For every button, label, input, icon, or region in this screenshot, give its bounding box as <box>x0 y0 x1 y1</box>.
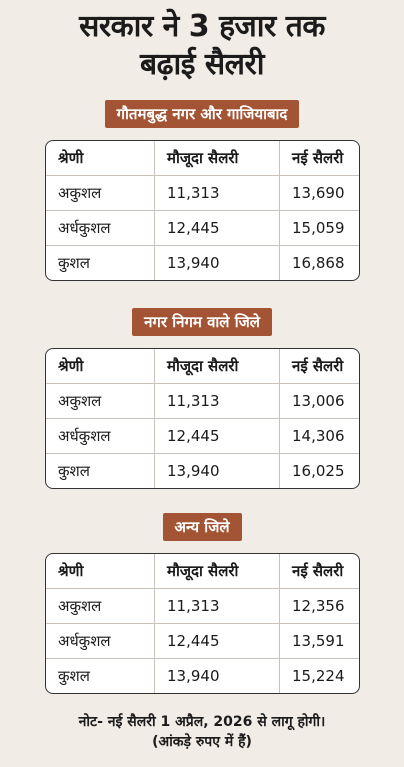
cell-category: कुशल <box>46 454 155 488</box>
cell-category: अकुशल <box>46 384 155 419</box>
cell-category: कुशल <box>46 246 155 280</box>
col-new-salary: नई सैलरी <box>280 141 359 176</box>
col-category: श्रेणी <box>46 141 155 176</box>
headline-line-2: बढ़ाई सैलरी <box>139 47 265 82</box>
headline-line-1: सरकार ने 3 हजार तक <box>79 9 325 44</box>
cell-current: 13,940 <box>155 454 280 488</box>
section-municipal-districts: नगर निगम वाले जिले <box>0 308 404 336</box>
table-header-row: श्रेणी मौजूदा सैलरी नई सैलरी <box>46 141 359 176</box>
col-new-salary: नई सैलरी <box>280 554 359 589</box>
cell-new: 13,006 <box>280 384 359 419</box>
col-new-salary: नई सैलरी <box>280 349 359 384</box>
table-header-row: श्रेणी मौजूदा सैलरी नई सैलरी <box>46 554 359 589</box>
section-tag: अन्य जिले <box>162 513 242 541</box>
section-gautam-buddh-nagar: गौतमबुद्ध नगर और गाजियाबाद <box>0 100 404 128</box>
cell-category: कुशल <box>46 659 155 693</box>
table-row: अकुशल 11,313 13,690 <box>46 176 359 211</box>
headline: सरकार ने 3 हजार तक बढ़ाई सैलरी <box>0 0 404 84</box>
cell-current: 13,940 <box>155 659 280 693</box>
cell-category: अर्धकुशल <box>46 419 155 454</box>
footnote-line-2: (आंकड़े रुपए में हैं) <box>152 734 252 750</box>
table-row: कुशल 13,940 16,025 <box>46 454 359 488</box>
salary-table-2: श्रेणी मौजूदा सैलरी नई सैलरी अकुशल 11,31… <box>45 348 360 489</box>
col-current-salary: मौजूदा सैलरी <box>155 554 280 589</box>
cell-new: 12,356 <box>280 589 359 624</box>
table-row: कुशल 13,940 15,224 <box>46 659 359 693</box>
cell-new: 16,025 <box>292 462 345 480</box>
cell-new: 14,306 <box>280 419 359 454</box>
cell-new: 13,591 <box>280 624 359 659</box>
cell-category: अर्धकुशल <box>46 624 155 659</box>
col-current-salary: मौजूदा सैलरी <box>155 141 280 176</box>
table-row: अर्धकुशल 12,445 14,306 <box>46 419 359 454</box>
table-header-row: श्रेणी मौजूदा सैलरी नई सैलरी <box>46 349 359 384</box>
cell-current: 11,313 <box>155 589 280 624</box>
footnote-line-1: नोट- नई सैलरी 1 अप्रैल, 2026 से लागू होग… <box>78 714 326 730</box>
col-category: श्रेणी <box>46 554 155 589</box>
cell-current: 13,940 <box>155 246 280 280</box>
table-row: अकुशल 11,313 13,006 <box>46 384 359 419</box>
cell-new: 15,224 <box>292 667 345 685</box>
cell-new: 16,868 <box>292 254 345 272</box>
table-row: अकुशल 11,313 12,356 <box>46 589 359 624</box>
salary-table-3: श्रेणी मौजूदा सैलरी नई सैलरी अकुशल 11,31… <box>45 553 360 694</box>
salary-table-1: श्रेणी मौजूदा सैलरी नई सैलरी अकुशल 11,31… <box>45 140 360 281</box>
cell-current: 12,445 <box>155 211 280 246</box>
col-category: श्रेणी <box>46 349 155 384</box>
section-tag: गौतमबुद्ध नगर और गाजियाबाद <box>104 100 300 128</box>
table-row: अर्धकुशल 12,445 13,591 <box>46 624 359 659</box>
col-current-salary: मौजूदा सैलरी <box>155 349 280 384</box>
section-other-districts: अन्य जिले <box>0 513 404 541</box>
cell-new: 15,059 <box>280 211 359 246</box>
cell-category: अर्धकुशल <box>46 211 155 246</box>
table-row: अर्धकुशल 12,445 15,059 <box>46 211 359 246</box>
table-row: कुशल 13,940 16,868 <box>46 246 359 280</box>
cell-current: 11,313 <box>155 384 280 419</box>
section-tag: नगर निगम वाले जिले <box>132 308 272 336</box>
cell-current: 12,445 <box>155 419 280 454</box>
cell-category: अकुशल <box>46 589 155 624</box>
cell-new: 13,690 <box>280 176 359 211</box>
cell-category: अकुशल <box>46 176 155 211</box>
cell-current: 12,445 <box>155 624 280 659</box>
footnote: नोट- नई सैलरी 1 अप्रैल, 2026 से लागू होग… <box>0 712 404 752</box>
cell-current: 11,313 <box>155 176 280 211</box>
